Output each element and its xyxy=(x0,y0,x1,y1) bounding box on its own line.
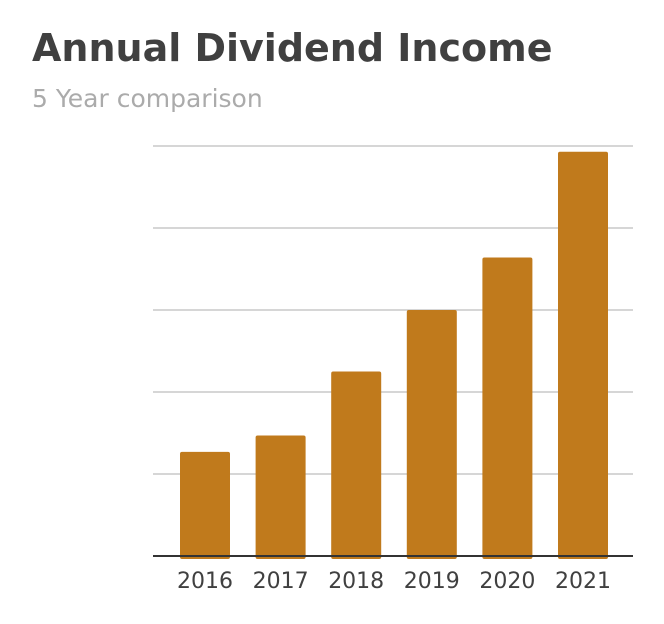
bar-2021 xyxy=(558,151,608,560)
x-tick-labels: 2016 2017 2018 2019 2020 2021 xyxy=(177,569,611,594)
x-tick-label-2019: 2019 xyxy=(404,569,460,594)
chart-subtitle: 5 Year comparison xyxy=(32,84,263,113)
x-tick-label-2020: 2020 xyxy=(479,569,535,594)
x-tick-label-2017: 2017 xyxy=(253,569,309,594)
gridlines xyxy=(153,145,633,475)
bar-2016 xyxy=(180,451,230,559)
bar-2018 xyxy=(331,371,382,559)
bar-2019 xyxy=(406,310,457,559)
chart-title: Annual Dividend Income xyxy=(32,26,553,70)
x-tick-label-2016: 2016 xyxy=(177,569,233,594)
bar-2020 xyxy=(482,257,533,559)
bar-2017 xyxy=(255,435,306,559)
x-tick-label-2021: 2021 xyxy=(555,569,611,594)
bars xyxy=(180,151,608,560)
x-tick-label-2018: 2018 xyxy=(328,569,384,594)
